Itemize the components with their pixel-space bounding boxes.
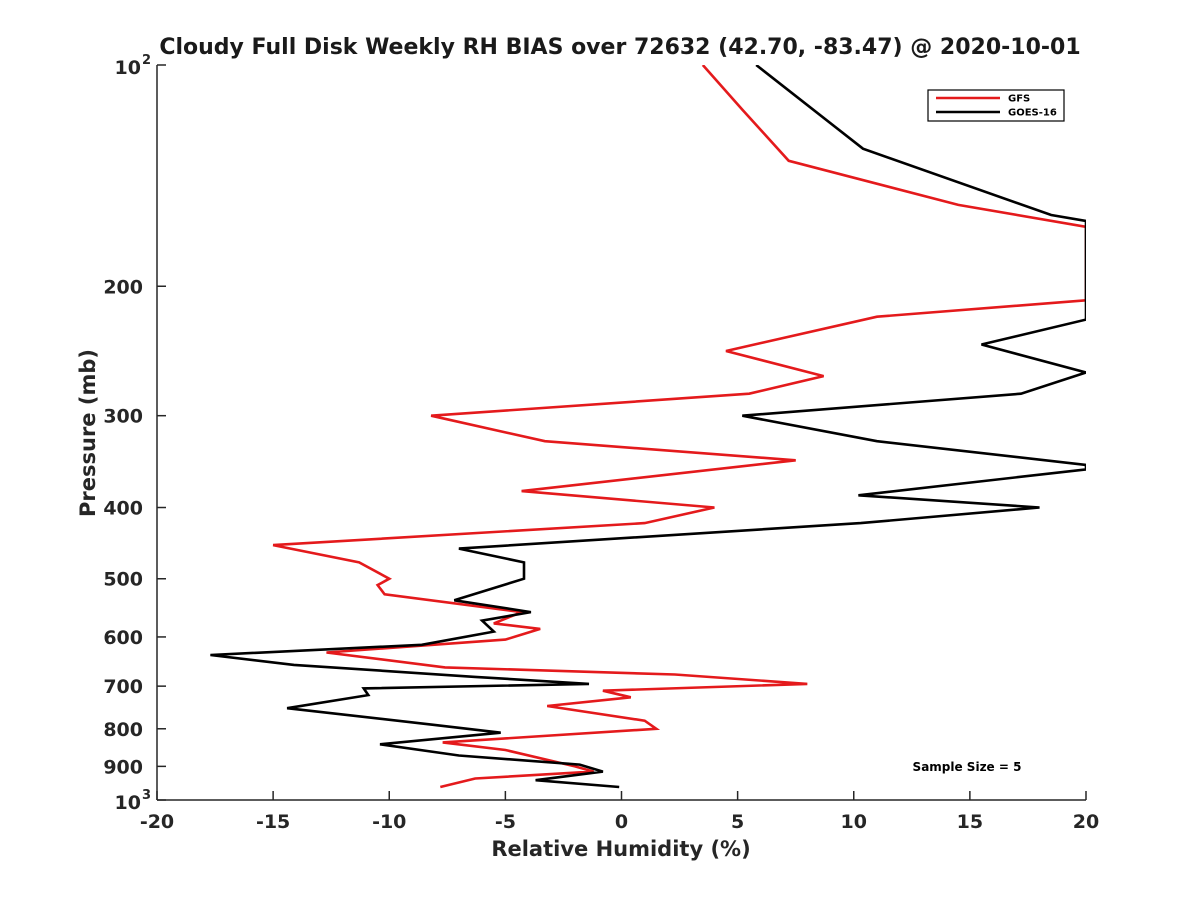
x-tick-label: -10: [372, 811, 406, 833]
x-tick-label: -20: [140, 811, 174, 833]
legend-box: [927, 89, 1065, 122]
legend-label: GOES-16: [1008, 108, 1057, 119]
y-axis-label: Pressure (mb): [76, 349, 100, 517]
y-tick-label: 300: [103, 406, 143, 428]
sample-size-annotation: Sample Size = 5: [913, 760, 1022, 774]
y-tick-label: 900: [103, 756, 143, 778]
y-tick-exponent: 2: [142, 53, 151, 68]
x-tick-label: 5: [731, 811, 744, 833]
chart-title: Cloudy Full Disk Weekly RH BIAS over 726…: [159, 35, 1080, 60]
y-tick-exponent: 3: [142, 788, 151, 803]
legend: GFS GOES-16: [927, 89, 1065, 122]
x-tick-label: 0: [615, 811, 628, 833]
y-tick-label: 200: [103, 276, 143, 298]
y-tick-label: 500: [103, 569, 143, 591]
series-line-goes-16: [210, 65, 1086, 789]
y-tick-label: 400: [103, 498, 143, 520]
y-tick-label: 700: [103, 676, 143, 698]
x-tick-label: 10: [841, 811, 867, 833]
legend-label: GFS: [1008, 94, 1030, 105]
y-tick-label: 800: [103, 719, 143, 741]
x-axis-label: Relative Humidity (%): [491, 837, 750, 861]
series-line-gfs: [272, 65, 1086, 789]
x-tick-label: 15: [957, 811, 983, 833]
x-tick-label: -5: [495, 811, 516, 833]
y-tick-label: 600: [103, 627, 143, 649]
y-tick-label: 10: [115, 57, 141, 79]
x-tick-label: 20: [1073, 811, 1099, 833]
y-tick-label: 10: [115, 792, 141, 814]
x-tick-label: -15: [256, 811, 290, 833]
